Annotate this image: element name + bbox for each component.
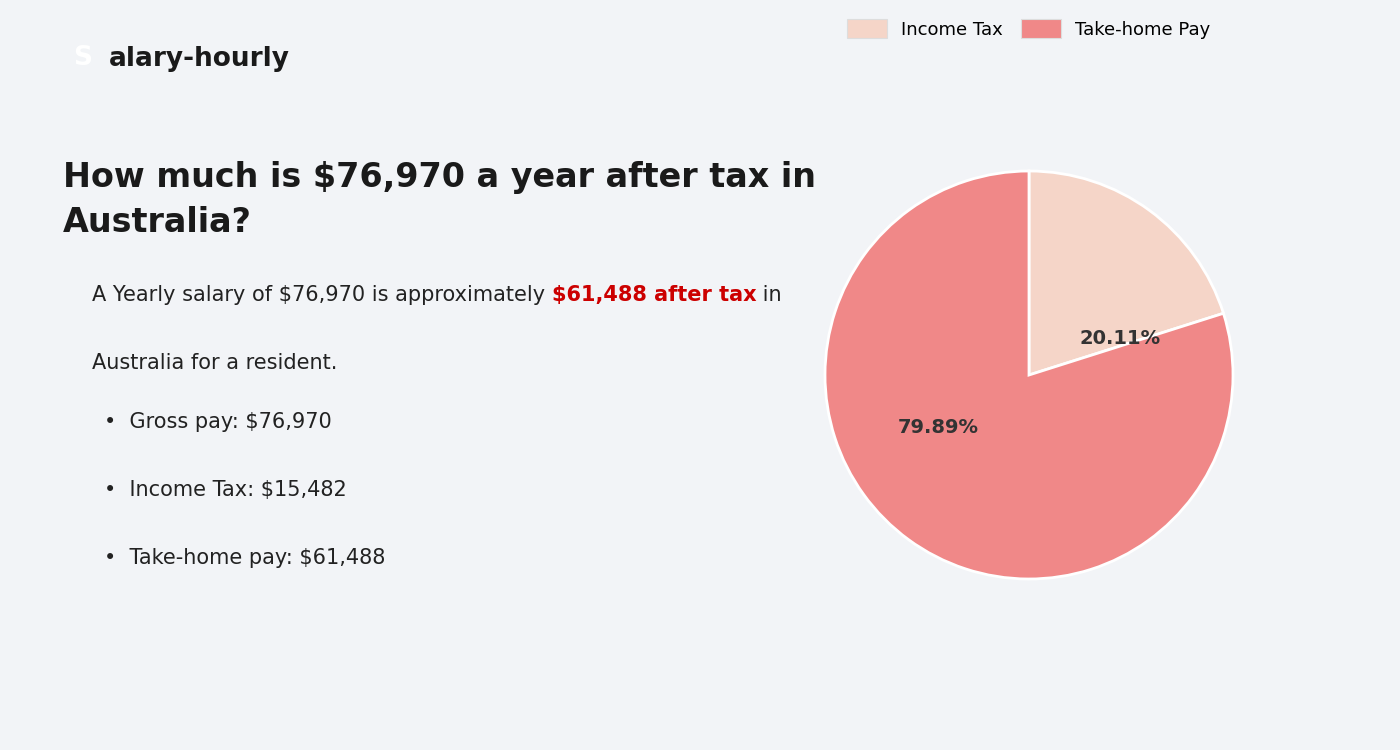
Text: •  Take-home pay: $61,488: • Take-home pay: $61,488 [104,548,385,568]
Text: •  Gross pay: $76,970: • Gross pay: $76,970 [104,413,332,433]
Text: 20.11%: 20.11% [1079,329,1161,349]
Text: S: S [73,45,92,71]
Text: How much is $76,970 a year after tax in: How much is $76,970 a year after tax in [63,161,816,194]
Text: alary-hourly: alary-hourly [109,46,290,71]
Legend: Income Tax, Take-home Pay: Income Tax, Take-home Pay [840,12,1218,46]
Text: 79.89%: 79.89% [897,419,979,437]
Text: $61,488 after tax: $61,488 after tax [552,285,756,305]
Wedge shape [825,171,1233,579]
Text: Australia?: Australia? [63,206,252,239]
Text: in: in [756,285,783,305]
Text: •  Income Tax: $15,482: • Income Tax: $15,482 [104,480,346,500]
Text: A Yearly salary of $76,970 is approximately: A Yearly salary of $76,970 is approximat… [92,285,552,305]
Text: Australia for a resident.: Australia for a resident. [92,352,337,373]
Wedge shape [1029,171,1224,375]
